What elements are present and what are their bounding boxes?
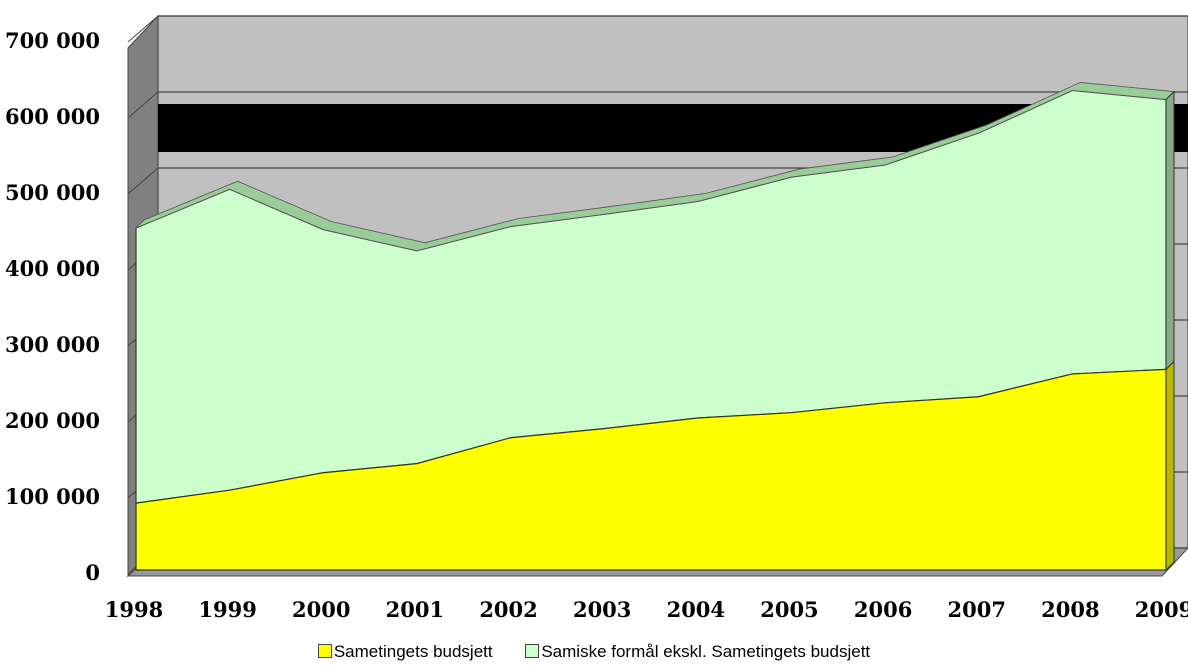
legend-item-samiske-formal: Samiske formål ekskl. Sametingets budsje… xyxy=(525,642,870,662)
x-tick-label: 2001 xyxy=(386,597,444,622)
x-tick-label: 2009 xyxy=(1135,597,1188,622)
stacked-area-chart: 0 100 000 200 000 300 000 400 000 500 000 600 … xyxy=(5,14,1188,622)
legend-label: Samiske formål ekskl. Sametingets budsje… xyxy=(541,642,871,661)
y-axis-tick-labels: 0 100 000 200 000 300 000 400 000 500 000 600 … xyxy=(5,28,100,585)
legend-item-sametingets-budsjett: Sametingets budsjett xyxy=(317,642,493,662)
gridline-side xyxy=(127,91,159,119)
y-tick-label: 200 000 xyxy=(5,408,100,433)
x-tick-label: 1999 xyxy=(198,597,256,622)
legend-swatch-green xyxy=(525,644,540,658)
x-tick-label: 2007 xyxy=(948,597,1006,622)
legend-label: Sametingets budsjett xyxy=(333,642,493,661)
area-side-green xyxy=(1165,90,1175,371)
x-tick-label: 2008 xyxy=(1041,597,1099,622)
x-tick-label: 2005 xyxy=(760,597,818,622)
y-tick-label: 500 000 xyxy=(5,180,100,205)
y-tick-label: 600 000 xyxy=(5,104,100,129)
area-side-yellow xyxy=(1165,360,1175,572)
x-tick-label: 2006 xyxy=(854,597,912,622)
y-tick-label: 100 000 xyxy=(5,484,100,509)
x-tick-label: 2002 xyxy=(479,597,537,622)
y-tick-label: 300 000 xyxy=(5,332,100,357)
x-axis-tick-labels: 1998 1999 2000 2001 2002 2003 2004 2005 2006 2007… xyxy=(105,597,1188,622)
area-series xyxy=(135,82,1175,572)
gridline-side xyxy=(127,167,159,195)
x-tick-label: 1998 xyxy=(105,597,163,622)
legend: Sametingets budsjett Samiske formål eksk… xyxy=(0,642,1188,662)
y-tick-label: 400 000 xyxy=(5,256,100,281)
y-tick-label: 0 xyxy=(85,560,100,585)
x-tick-label: 2003 xyxy=(573,597,631,622)
y-tick-label: 700 000 xyxy=(5,28,100,53)
x-tick-label: 2000 xyxy=(292,597,350,622)
x-tick-label: 2004 xyxy=(667,597,725,622)
legend-swatch-yellow xyxy=(317,644,332,658)
gridline-side xyxy=(127,15,159,43)
